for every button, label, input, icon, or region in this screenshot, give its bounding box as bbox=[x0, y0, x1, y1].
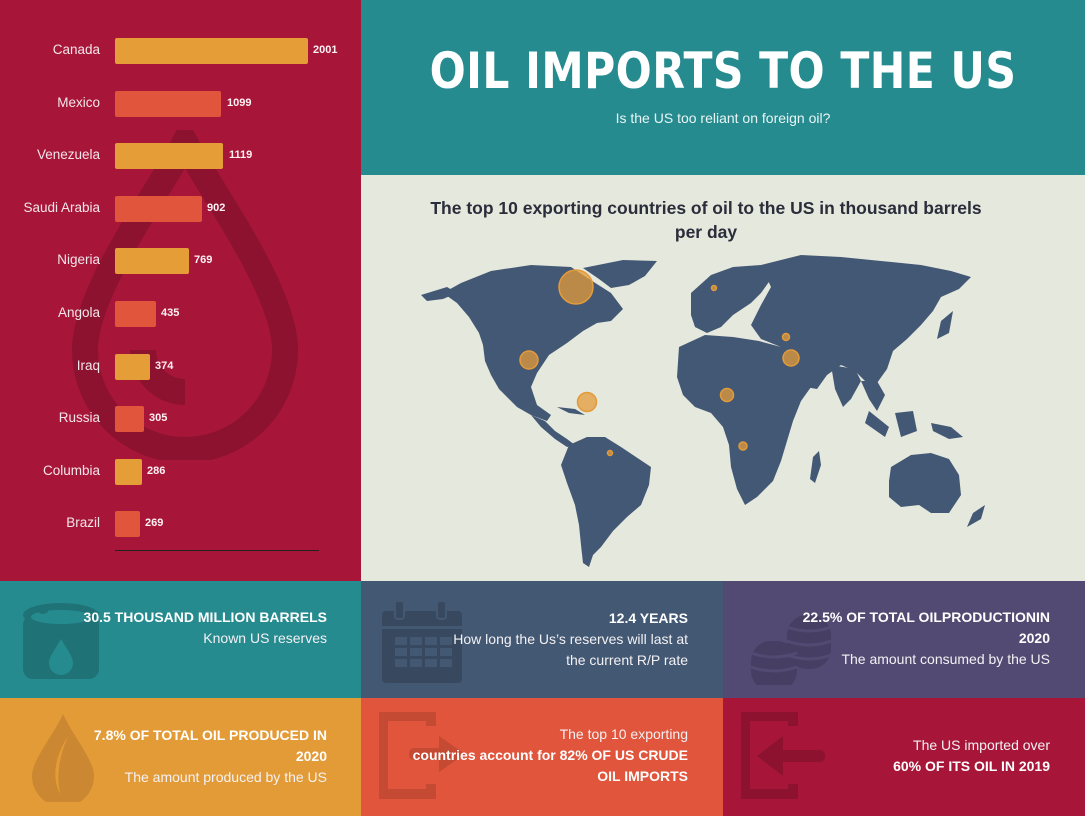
world-map bbox=[421, 255, 985, 567]
stat-tile-years: 12.4 YEARS How long the Us’s reserves wi… bbox=[361, 581, 723, 698]
bar-value: 769 bbox=[194, 254, 213, 266]
bar-row-brazil: Brazil 269 bbox=[0, 511, 361, 537]
stat-text: 30.5 THOUSAND MILLION BARRELS Known US r… bbox=[77, 607, 327, 649]
stat-value: 12.4 YEARS bbox=[608, 610, 688, 626]
stat-caption: How long the Us’s reserves will last at … bbox=[453, 631, 688, 668]
stat-value: 7.8% OF TOTAL OIL PRODUCED IN 2020 bbox=[93, 727, 327, 764]
stat-caption: The amount consumed by the US bbox=[841, 651, 1050, 667]
bar bbox=[115, 91, 221, 117]
stat-caption: The amount produced by the US bbox=[124, 769, 327, 785]
bar-label: Saudi Arabia bbox=[23, 200, 100, 215]
bar-label: Columbia bbox=[42, 463, 100, 478]
bar-row-venezuela: Venezuela 1119 bbox=[0, 143, 361, 169]
export-arrow-icon bbox=[379, 712, 465, 799]
bar-label: Angola bbox=[57, 305, 100, 320]
bar-label: Venezuela bbox=[36, 147, 100, 162]
bubble-brazil bbox=[606, 449, 614, 457]
page-title: OIL IMPORTS TO THE US bbox=[429, 42, 1017, 100]
bar-label: Russia bbox=[58, 410, 100, 425]
stat-caption: The US imported over bbox=[913, 737, 1050, 753]
import-arrow-icon bbox=[741, 712, 825, 799]
bubble-angola bbox=[738, 441, 748, 451]
header: OIL IMPORTS TO THE US Is the US too reli… bbox=[361, 0, 1085, 175]
stat-tile-import-share: The US imported over 60% OF ITS OIL IN 2… bbox=[723, 698, 1085, 816]
stat-value: 22.5% OF TOTAL OILPRODUCTIONIN 2020 bbox=[802, 609, 1050, 646]
export-bubbles bbox=[519, 269, 800, 457]
x-axis-line bbox=[115, 550, 319, 551]
bar-value: 269 bbox=[145, 517, 164, 529]
bubble-mexico bbox=[519, 350, 539, 370]
bar-row-angola: Angola 435 bbox=[0, 301, 361, 327]
stat-value: 30.5 THOUSAND MILLION BARRELS bbox=[83, 609, 327, 625]
bar-label: Mexico bbox=[57, 95, 100, 110]
bubble-saudi-arabia bbox=[782, 349, 800, 367]
stat-value: 60% OF ITS OIL IN 2019 bbox=[893, 758, 1050, 774]
bubble-nigeria bbox=[719, 387, 735, 403]
stat-caption: Known US reserves bbox=[203, 630, 327, 646]
continents bbox=[421, 255, 985, 567]
bar-value: 902 bbox=[207, 202, 226, 214]
bar-label: Canada bbox=[52, 42, 100, 57]
world-map-section: The top 10 exporting countries of oil to… bbox=[361, 175, 1085, 581]
bubble-iraq bbox=[781, 332, 791, 342]
bubble-canada bbox=[558, 269, 594, 305]
coin-stack-icon bbox=[750, 615, 831, 685]
bar-row-nigeria: Nigeria 769 bbox=[0, 248, 361, 274]
bar-row-canada: Canada 2001 bbox=[0, 38, 361, 64]
oil-drop-icon bbox=[32, 714, 94, 802]
stat-text: The US imported over 60% OF ITS OIL IN 2… bbox=[800, 735, 1050, 777]
bar-row-saudi-arabia: Saudi Arabia 902 bbox=[0, 196, 361, 222]
bar bbox=[115, 248, 189, 274]
stat-caption: The top 10 exporting bbox=[559, 726, 688, 742]
bar bbox=[115, 38, 308, 64]
bar-value: 374 bbox=[155, 360, 174, 372]
stat-tile-top10-share: The top 10 exporting countries account f… bbox=[361, 698, 723, 816]
stat-text: The top 10 exporting countries account f… bbox=[388, 724, 688, 787]
page-subtitle: Is the US too reliant on foreign oil? bbox=[615, 110, 831, 126]
calendar-icon bbox=[382, 600, 462, 683]
bar bbox=[115, 196, 202, 222]
stat-value: countries account for 82% OF US CRUDE OI… bbox=[412, 747, 688, 784]
bar-value: 286 bbox=[147, 465, 166, 477]
bar-value: 1099 bbox=[227, 97, 252, 109]
bar bbox=[115, 406, 144, 432]
bar-label: Brazil bbox=[66, 515, 100, 530]
stat-text: 12.4 YEARS How long the Us’s reserves wi… bbox=[438, 608, 688, 671]
bar-row-iraq: Iraq 374 bbox=[0, 354, 361, 380]
bar-value: 2001 bbox=[313, 44, 338, 56]
map-title: The top 10 exporting countries of oil to… bbox=[430, 198, 982, 242]
stat-tile-reserves: 30.5 THOUSAND MILLION BARRELS Known US r… bbox=[0, 581, 362, 698]
bar-row-mexico: Mexico 1099 bbox=[0, 91, 361, 117]
bar bbox=[115, 301, 156, 327]
stat-text: 7.8% OF TOTAL OIL PRODUCED IN 2020 The a… bbox=[77, 725, 327, 788]
bar-label: Iraq bbox=[76, 358, 100, 373]
bubble-venezuela bbox=[576, 391, 598, 413]
stat-tile-production: 7.8% OF TOTAL OIL PRODUCED IN 2020 The a… bbox=[0, 698, 362, 816]
bar bbox=[115, 459, 142, 485]
stat-tile-consumption: 22.5% OF TOTAL OILPRODUCTIONIN 2020 The … bbox=[723, 581, 1085, 698]
bar bbox=[115, 354, 150, 380]
bar-row-columbia: Columbia 286 bbox=[0, 459, 361, 485]
bar bbox=[115, 143, 223, 169]
bar-value: 435 bbox=[161, 307, 180, 319]
oil-barrel-icon bbox=[23, 603, 99, 679]
bar-value: 305 bbox=[149, 412, 168, 424]
bar-label: Nigeria bbox=[57, 252, 100, 267]
bar-row-russia: Russia 305 bbox=[0, 406, 361, 432]
bar bbox=[115, 511, 140, 537]
bar-value: 1119 bbox=[229, 149, 253, 161]
bar-chart-panel: Canada 2001 Mexico 1099 Venezuela 1119 S… bbox=[0, 0, 361, 581]
stat-text: 22.5% OF TOTAL OILPRODUCTIONIN 2020 The … bbox=[800, 607, 1050, 670]
bubble-russia bbox=[710, 284, 718, 292]
